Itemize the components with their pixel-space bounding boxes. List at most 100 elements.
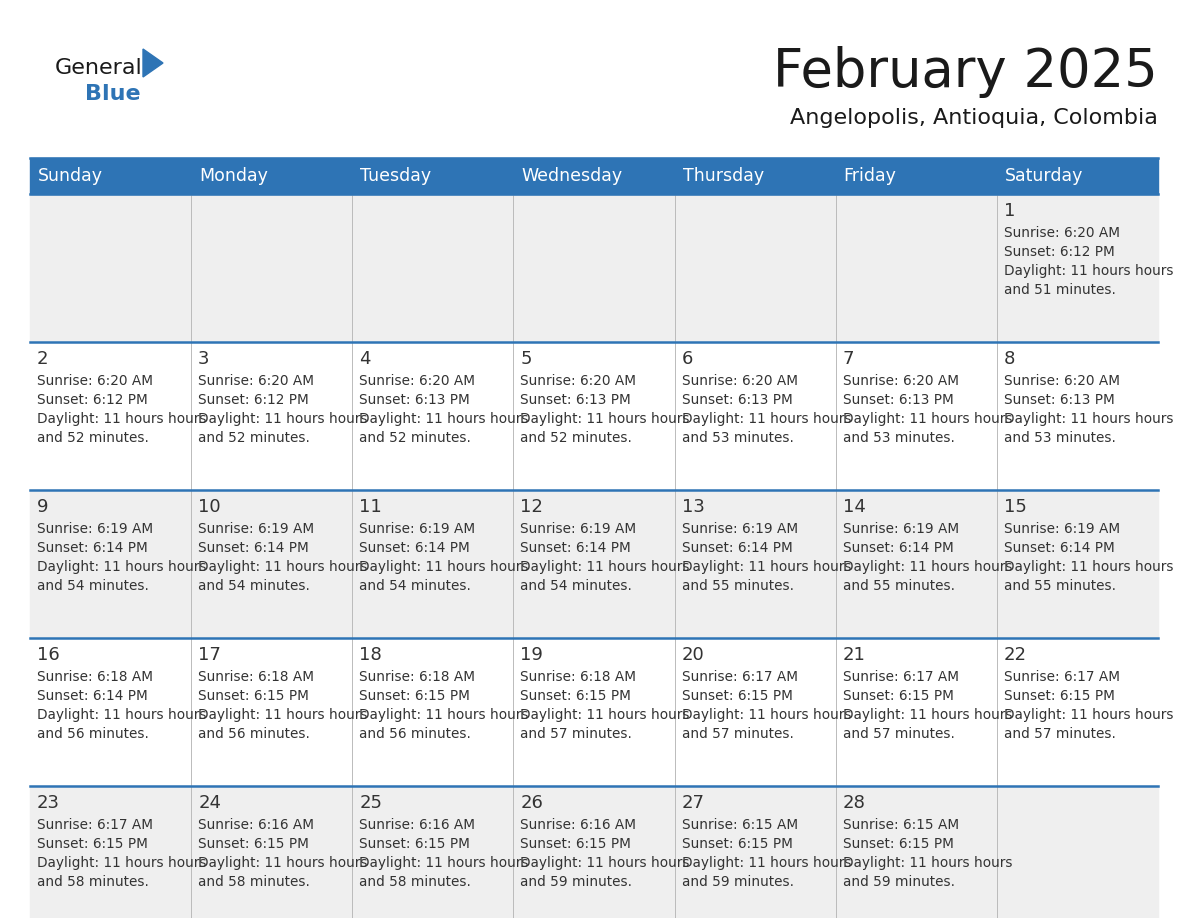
Text: Sunset: 6:15 PM: Sunset: 6:15 PM <box>1004 689 1114 703</box>
Text: and 58 minutes.: and 58 minutes. <box>198 875 310 889</box>
Text: 8: 8 <box>1004 350 1016 368</box>
Text: and 52 minutes.: and 52 minutes. <box>37 431 148 445</box>
Text: 5: 5 <box>520 350 532 368</box>
Text: Sunset: 6:15 PM: Sunset: 6:15 PM <box>359 837 470 851</box>
Text: 9: 9 <box>37 498 49 516</box>
Text: Sunset: 6:14 PM: Sunset: 6:14 PM <box>520 541 631 555</box>
Text: Sunrise: 6:20 AM: Sunrise: 6:20 AM <box>359 374 475 388</box>
Text: Daylight: 11 hours hours: Daylight: 11 hours hours <box>1004 412 1174 426</box>
Text: and 56 minutes.: and 56 minutes. <box>37 727 148 741</box>
Text: Sunrise: 6:16 AM: Sunrise: 6:16 AM <box>520 818 637 832</box>
Text: Sunrise: 6:16 AM: Sunrise: 6:16 AM <box>198 818 314 832</box>
Text: 12: 12 <box>520 498 543 516</box>
Text: 19: 19 <box>520 646 543 664</box>
Text: Sunset: 6:13 PM: Sunset: 6:13 PM <box>520 393 631 407</box>
Bar <box>30 194 1158 342</box>
Text: Sunset: 6:14 PM: Sunset: 6:14 PM <box>198 541 309 555</box>
Text: and 52 minutes.: and 52 minutes. <box>520 431 632 445</box>
Text: Daylight: 11 hours hours: Daylight: 11 hours hours <box>1004 560 1174 574</box>
Text: and 57 minutes.: and 57 minutes. <box>1004 727 1116 741</box>
Text: and 54 minutes.: and 54 minutes. <box>359 579 472 593</box>
Text: and 52 minutes.: and 52 minutes. <box>359 431 472 445</box>
Text: Sunset: 6:15 PM: Sunset: 6:15 PM <box>842 689 954 703</box>
Text: Sunrise: 6:20 AM: Sunrise: 6:20 AM <box>1004 226 1120 240</box>
Text: and 53 minutes.: and 53 minutes. <box>1004 431 1116 445</box>
Text: and 55 minutes.: and 55 minutes. <box>842 579 955 593</box>
Text: Daylight: 11 hours hours: Daylight: 11 hours hours <box>37 708 207 722</box>
Text: Sunrise: 6:19 AM: Sunrise: 6:19 AM <box>198 522 315 536</box>
Text: Sunrise: 6:19 AM: Sunrise: 6:19 AM <box>842 522 959 536</box>
Text: and 55 minutes.: and 55 minutes. <box>1004 579 1116 593</box>
Text: Sunrise: 6:20 AM: Sunrise: 6:20 AM <box>520 374 637 388</box>
Text: Daylight: 11 hours hours: Daylight: 11 hours hours <box>198 412 367 426</box>
Text: Daylight: 11 hours hours: Daylight: 11 hours hours <box>359 560 529 574</box>
Bar <box>30 490 1158 638</box>
Text: Sunrise: 6:20 AM: Sunrise: 6:20 AM <box>37 374 153 388</box>
Text: 15: 15 <box>1004 498 1026 516</box>
Text: 4: 4 <box>359 350 371 368</box>
Text: Sunset: 6:14 PM: Sunset: 6:14 PM <box>842 541 954 555</box>
Text: and 59 minutes.: and 59 minutes. <box>842 875 955 889</box>
Text: 24: 24 <box>198 794 221 812</box>
Text: and 59 minutes.: and 59 minutes. <box>682 875 794 889</box>
Text: Sunset: 6:14 PM: Sunset: 6:14 PM <box>682 541 792 555</box>
Text: Sunset: 6:15 PM: Sunset: 6:15 PM <box>682 837 792 851</box>
Text: Daylight: 11 hours hours: Daylight: 11 hours hours <box>682 412 851 426</box>
Text: Daylight: 11 hours hours: Daylight: 11 hours hours <box>198 708 367 722</box>
Text: 1: 1 <box>1004 202 1016 220</box>
Text: 2: 2 <box>37 350 49 368</box>
Text: Daylight: 11 hours hours: Daylight: 11 hours hours <box>520 708 690 722</box>
Text: Sunset: 6:13 PM: Sunset: 6:13 PM <box>359 393 470 407</box>
Bar <box>30 158 1158 194</box>
Text: and 56 minutes.: and 56 minutes. <box>359 727 472 741</box>
Text: Angelopolis, Antioquia, Colombia: Angelopolis, Antioquia, Colombia <box>790 108 1158 128</box>
Text: Daylight: 11 hours hours: Daylight: 11 hours hours <box>842 560 1012 574</box>
Text: Sunrise: 6:18 AM: Sunrise: 6:18 AM <box>359 670 475 684</box>
Text: February 2025: February 2025 <box>773 46 1158 98</box>
Text: Daylight: 11 hours hours: Daylight: 11 hours hours <box>37 856 207 870</box>
Text: 10: 10 <box>198 498 221 516</box>
Text: Sunset: 6:12 PM: Sunset: 6:12 PM <box>37 393 147 407</box>
Text: Saturday: Saturday <box>1005 167 1083 185</box>
Text: Sunrise: 6:19 AM: Sunrise: 6:19 AM <box>682 522 797 536</box>
Text: Wednesday: Wednesday <box>522 167 623 185</box>
Text: Sunset: 6:15 PM: Sunset: 6:15 PM <box>520 689 631 703</box>
Text: Daylight: 11 hours hours: Daylight: 11 hours hours <box>359 708 529 722</box>
Text: Daylight: 11 hours hours: Daylight: 11 hours hours <box>842 856 1012 870</box>
Text: Daylight: 11 hours hours: Daylight: 11 hours hours <box>37 560 207 574</box>
Text: Sunrise: 6:17 AM: Sunrise: 6:17 AM <box>1004 670 1120 684</box>
Text: Sunset: 6:13 PM: Sunset: 6:13 PM <box>1004 393 1114 407</box>
Text: and 54 minutes.: and 54 minutes. <box>520 579 632 593</box>
Text: General: General <box>55 58 143 78</box>
Text: and 53 minutes.: and 53 minutes. <box>682 431 794 445</box>
Text: Daylight: 11 hours hours: Daylight: 11 hours hours <box>198 560 367 574</box>
Text: 18: 18 <box>359 646 383 664</box>
Text: Tuesday: Tuesday <box>360 167 431 185</box>
Text: Sunrise: 6:16 AM: Sunrise: 6:16 AM <box>359 818 475 832</box>
Text: 23: 23 <box>37 794 61 812</box>
Text: Sunset: 6:14 PM: Sunset: 6:14 PM <box>359 541 470 555</box>
Text: Sunset: 6:15 PM: Sunset: 6:15 PM <box>682 689 792 703</box>
Text: Daylight: 11 hours hours: Daylight: 11 hours hours <box>682 708 851 722</box>
Text: Daylight: 11 hours hours: Daylight: 11 hours hours <box>682 560 851 574</box>
Text: Sunset: 6:15 PM: Sunset: 6:15 PM <box>842 837 954 851</box>
Text: Daylight: 11 hours hours: Daylight: 11 hours hours <box>682 856 851 870</box>
Text: 7: 7 <box>842 350 854 368</box>
Text: Blue: Blue <box>86 84 140 104</box>
Text: Daylight: 11 hours hours: Daylight: 11 hours hours <box>1004 264 1174 278</box>
Text: Sunset: 6:15 PM: Sunset: 6:15 PM <box>198 689 309 703</box>
Text: 28: 28 <box>842 794 866 812</box>
Text: Sunrise: 6:19 AM: Sunrise: 6:19 AM <box>1004 522 1120 536</box>
Text: 20: 20 <box>682 646 704 664</box>
Polygon shape <box>143 49 163 77</box>
Text: Sunset: 6:14 PM: Sunset: 6:14 PM <box>37 541 147 555</box>
Text: 11: 11 <box>359 498 383 516</box>
Text: and 58 minutes.: and 58 minutes. <box>359 875 472 889</box>
Bar <box>30 342 1158 490</box>
Text: Sunset: 6:15 PM: Sunset: 6:15 PM <box>198 837 309 851</box>
Text: and 59 minutes.: and 59 minutes. <box>520 875 632 889</box>
Text: 14: 14 <box>842 498 866 516</box>
Text: Daylight: 11 hours hours: Daylight: 11 hours hours <box>842 412 1012 426</box>
Text: and 53 minutes.: and 53 minutes. <box>842 431 955 445</box>
Text: Sunset: 6:14 PM: Sunset: 6:14 PM <box>37 689 147 703</box>
